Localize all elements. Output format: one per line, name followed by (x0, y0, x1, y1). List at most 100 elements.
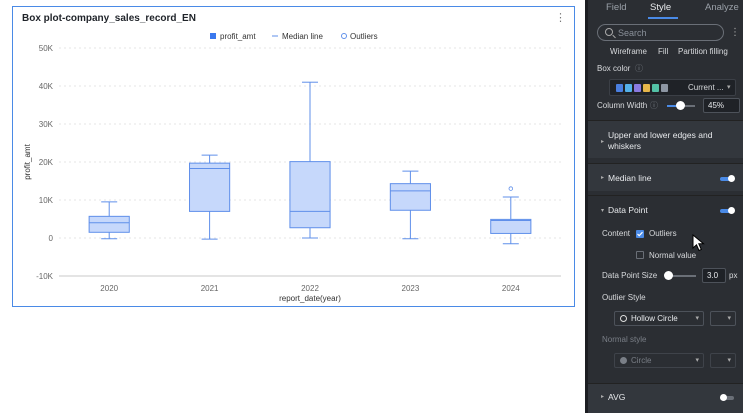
avg-toggle[interactable] (720, 394, 734, 401)
section-median[interactable]: ▸ Median line (588, 163, 743, 191)
section-avg[interactable]: ▸ AVG (588, 383, 743, 413)
section-edges-title: Upper and lower edges and whiskers (608, 130, 713, 151)
chevron-down-icon: ▾ (727, 84, 731, 91)
settings-panel: Field Style Analyze Search ⋮ Wireframe F… (588, 0, 743, 413)
median-toggle[interactable] (720, 175, 735, 182)
box-2023 (389, 170, 431, 240)
data-point-size-slider-handle[interactable] (664, 271, 673, 280)
x-axis-label: report_date(year) (279, 294, 341, 303)
y-tick-label: 40K (39, 82, 54, 91)
normal-value-checkbox[interactable] (636, 251, 644, 259)
legend-median-label: Median line (282, 32, 323, 41)
y-tick-label: 10K (39, 196, 54, 205)
data-point-toggle[interactable] (720, 207, 735, 214)
outlier-style-label: Outlier Style (602, 293, 646, 302)
section-avg-title: AVG (608, 392, 626, 402)
info-icon[interactable]: ⓘ (650, 101, 658, 110)
swatch-3 (634, 84, 641, 92)
column-width-slider-track[interactable] (681, 105, 695, 107)
subtab-wireframe[interactable]: Wireframe (610, 47, 647, 56)
x-tick-label: 2020 (100, 284, 118, 293)
info-icon[interactable]: ⓘ (635, 64, 643, 73)
column-width-label: Column Width (597, 101, 648, 110)
y-axis-label: profit_amt (23, 143, 32, 179)
section-edges[interactable]: ▸ Upper and lower edges and whiskers (588, 120, 743, 158)
outlier-style-select[interactable]: Hollow Circle ▾ (614, 311, 704, 326)
subtab-fill[interactable]: Fill (658, 47, 669, 56)
outliers-checkbox[interactable] (636, 230, 644, 238)
chart-title: Box plot-company_sales_record_EN (22, 13, 196, 24)
normal-style-select: Circle ▾ (614, 353, 704, 368)
y-tick-label: -10K (36, 272, 54, 281)
legend-series-swatch (210, 33, 216, 39)
tab-analyze[interactable]: Analyze (705, 2, 739, 13)
outlier-point (508, 186, 513, 191)
caret-right-icon: ▸ (601, 394, 605, 400)
normal-value-label: Normal value (649, 251, 697, 260)
section-data-point: ▾ Data Point Content Outliers Normal val… (588, 195, 743, 380)
y-tick-label: 50K (39, 44, 54, 53)
check-icon (637, 231, 643, 237)
y-tick-label: 30K (39, 120, 54, 129)
legend-outliers-label: Outliers (350, 32, 378, 41)
tab-style[interactable]: Style (650, 2, 672, 13)
search-placeholder: Search (618, 28, 647, 38)
toggle-knob (720, 394, 727, 401)
column-width-input[interactable]: 45% (703, 98, 740, 113)
hollow-circle-icon (620, 315, 627, 322)
box-body (289, 161, 331, 229)
normal-color-select: ▾ (710, 353, 736, 368)
legend: profit_amt Median line Outliers (210, 32, 378, 41)
data-point-size-unit: px (729, 271, 738, 280)
swatch-6 (661, 84, 668, 92)
box-plot: profit_amt Median line Outliers 50K 40K 30… (23, 32, 561, 303)
panel-divider[interactable] (585, 0, 589, 413)
toggle-knob (728, 175, 735, 182)
y-tick-label: 0 (49, 234, 54, 243)
more-options-icon[interactable]: ⋮ (555, 12, 566, 24)
circle-icon (620, 357, 627, 364)
box-body (189, 162, 231, 212)
chevron-down-icon: ▾ (727, 357, 731, 364)
section-data-point-title[interactable]: Data Point (608, 205, 648, 215)
data-point-size-input[interactable]: 3.0 (702, 268, 726, 283)
outlier-color-select[interactable]: ▾ (710, 311, 736, 326)
panel-menu-icon[interactable]: ⋮ (730, 27, 740, 38)
x-tick-label: 2021 (201, 284, 219, 293)
active-tab-indicator (648, 17, 678, 19)
chevron-down-icon: ▾ (695, 315, 699, 322)
legend-series-label: profit_amt (220, 32, 256, 41)
x-tick-label: 2024 (502, 284, 520, 293)
section-median-title: Median line (608, 173, 652, 183)
box-2021 (189, 154, 231, 240)
box-2020 (88, 201, 130, 240)
chevron-down-icon: ▾ (695, 357, 699, 364)
box-2024 (490, 186, 532, 245)
data-point-size-slider-track[interactable] (669, 275, 696, 277)
column-width-slider-handle[interactable] (676, 101, 685, 110)
caret-right-icon: ▸ (601, 175, 605, 181)
search-input[interactable]: Search (597, 24, 724, 41)
x-tick-label: 2022 (301, 284, 319, 293)
data-point-size-label: Data Point Size (602, 271, 658, 280)
normal-style-label: Normal style (602, 335, 647, 344)
box-color-label: Box color (597, 64, 631, 73)
caret-down-icon: ▾ (601, 208, 605, 214)
box-body (389, 183, 431, 211)
toggle-knob (728, 207, 735, 214)
box-color-value: Current ... (688, 83, 724, 92)
chevron-down-icon: ▾ (727, 315, 731, 322)
box-color-select[interactable]: Current ... ▾ (609, 79, 736, 96)
chart-panel[interactable]: Box plot-company_sales_record_EN ⋮ profi… (12, 6, 575, 307)
subtab-partition-filling[interactable]: Partition filling (678, 47, 728, 56)
normal-style-value: Circle (631, 356, 652, 365)
box-2022 (289, 81, 331, 239)
swatch-1 (616, 84, 623, 92)
tab-field[interactable]: Field (606, 2, 627, 13)
box-body (88, 215, 130, 233)
outliers-option-label: Outliers (649, 229, 677, 238)
mouse-cursor-icon (692, 234, 705, 252)
legend-outliers-marker (341, 33, 347, 39)
y-tick-label: 20K (39, 158, 54, 167)
